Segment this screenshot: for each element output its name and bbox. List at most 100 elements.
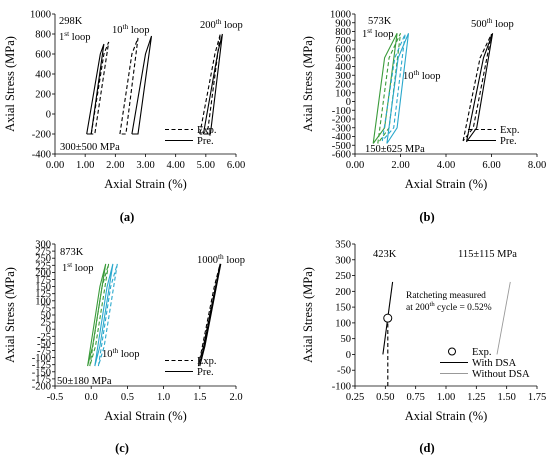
y-tick-label: 800 (35, 30, 51, 41)
y-tick-label: 350 (335, 240, 351, 251)
x-axis-label: Axial Strain (%) (104, 409, 187, 423)
y-tick-label: 400 (335, 62, 351, 73)
legend-label: Exp. (197, 125, 217, 136)
x-axis-label: Axial Strain (%) (405, 177, 488, 191)
chart-panel-0: 0.00 1.00 2.00 3.00 4.00 5.00 6.00 -400 -200 0 200… (3, 10, 245, 225)
x-tick-label: 1.00 (76, 160, 94, 171)
x-tick-label: 8.00 (528, 160, 546, 171)
loop-label: 1000th loop (197, 252, 245, 266)
y-tick-label: 100 (35, 296, 51, 307)
y-tick-label: 150 (35, 282, 51, 293)
loop-label: 500th loop (471, 16, 514, 30)
x-tick-label: 0.0 (85, 392, 98, 403)
y-tick-label: 150 (335, 303, 351, 314)
loading-label: 115±115 MPa (458, 249, 517, 260)
x-tick-label: 6.00 (227, 160, 245, 171)
y-tick-label: -200 (32, 382, 51, 393)
legend-label: Exp. (472, 347, 492, 358)
y-tick-label: 200 (35, 90, 51, 101)
panel-label: (a) (120, 210, 135, 224)
temperature-label: 873K (60, 247, 84, 258)
y-tick-label: -125 (32, 360, 51, 371)
y-axis-label: Axial Stress (MPa) (301, 36, 315, 132)
loading-label: 300±500 MPa (60, 142, 120, 153)
legend: Exp.Pre. (165, 356, 217, 378)
y-tick-label: -400 (332, 132, 351, 143)
series-line-4 (462, 33, 493, 142)
y-tick-label: 250 (35, 254, 51, 265)
x-tick-label: 3.00 (136, 160, 154, 171)
temperature-label: 423K (373, 249, 397, 260)
temperature-label: 298K (59, 16, 83, 27)
y-tick-label: -200 (32, 130, 51, 141)
chart-panel-1: 0.00 2.00 4.00 6.00 8.00 -600-500-400-300-200… (301, 10, 546, 225)
y-tick-label: 400 (35, 70, 51, 81)
y-tick-label: 175 (35, 275, 51, 286)
y-tick-label: 250 (335, 271, 351, 282)
y-tick-label: 600 (335, 45, 351, 56)
x-axis-label: Axial Strain (%) (104, 177, 187, 191)
y-tick-label: 125 (35, 289, 51, 300)
series-line-3 (381, 33, 406, 142)
y-tick-label: 300 (35, 240, 51, 251)
y-tick-label: 200 (335, 287, 351, 298)
loop-label: 200th loop (200, 17, 243, 31)
chart-panel-3: 0.25 0.50 0.75 1.00 1.25 1.50 1.75 -100 -50 0 50 10… (301, 240, 546, 456)
x-tick-label: 2.00 (106, 160, 124, 171)
x-tick-label: -0.5 (47, 392, 64, 403)
x-tick-label: 4.00 (437, 160, 455, 171)
temperature-label: 573K (368, 16, 392, 27)
series-line-5 (465, 33, 494, 143)
loop-label: 10th loop (102, 346, 140, 360)
series-line-2 (386, 33, 410, 144)
loop-label: 1st loop (59, 29, 90, 43)
y-tick-label: 500 (335, 53, 351, 64)
y-tick-label: -50 (37, 339, 51, 350)
legend-label: Pre. (500, 136, 517, 147)
loop-label: 1st loop (62, 260, 93, 274)
legend-label: Without DSA (472, 369, 530, 380)
series-line-0 (86, 43, 105, 135)
x-tick-label: 0.00 (46, 160, 64, 171)
series-line-5 (199, 263, 222, 367)
x-tick-label: 0.25 (346, 392, 364, 403)
x-tick-label: 0.5 (121, 392, 134, 403)
loop-label: 1st loop (362, 26, 393, 40)
y-tick-label: -100 (332, 382, 351, 393)
y-tick-label: 900 (335, 18, 351, 29)
y-tick-label: 50 (341, 334, 352, 345)
annotation-line2: at 200th cycle = 0.52% (406, 301, 492, 313)
series-line-1 (377, 33, 402, 144)
y-tick-label: 300 (335, 71, 351, 82)
series-line-2 (496, 281, 511, 355)
x-tick-label: 1.25 (467, 392, 485, 403)
series-line-0 (87, 263, 107, 367)
x-tick-label: 2.00 (391, 160, 409, 171)
y-tick-label: -600 (332, 150, 351, 161)
series-line-4 (197, 263, 221, 367)
x-tick-label: 0.75 (406, 392, 424, 403)
series-line-0 (372, 33, 398, 144)
y-tick-label: -500 (332, 141, 351, 152)
y-tick-label: 700 (335, 36, 351, 47)
y-tick-label: 200 (335, 80, 351, 91)
y-tick-label: -175 (32, 374, 51, 385)
series-line-5 (202, 33, 223, 135)
y-tick-label: -50 (337, 366, 351, 377)
series-line-1 (90, 41, 110, 135)
y-tick-label: 600 (35, 50, 51, 61)
x-tick-label: 1.00 (437, 392, 455, 403)
y-tick-label: -100 (32, 353, 51, 364)
x-tick-label: 6.00 (482, 160, 500, 171)
y-tick-label: 100 (335, 88, 351, 99)
y-tick-label: 800 (335, 27, 351, 38)
annotation-line1: Ratcheting measured (406, 291, 486, 301)
loading-label: 150±625 MPa (365, 144, 425, 155)
y-tick-label: 0 (346, 97, 351, 108)
y-tick-label: -150 (32, 367, 51, 378)
y-axis-label: Axial Stress (MPa) (301, 267, 315, 363)
legend-label: Exp. (197, 356, 217, 367)
y-tick-label: 0 (46, 325, 51, 336)
